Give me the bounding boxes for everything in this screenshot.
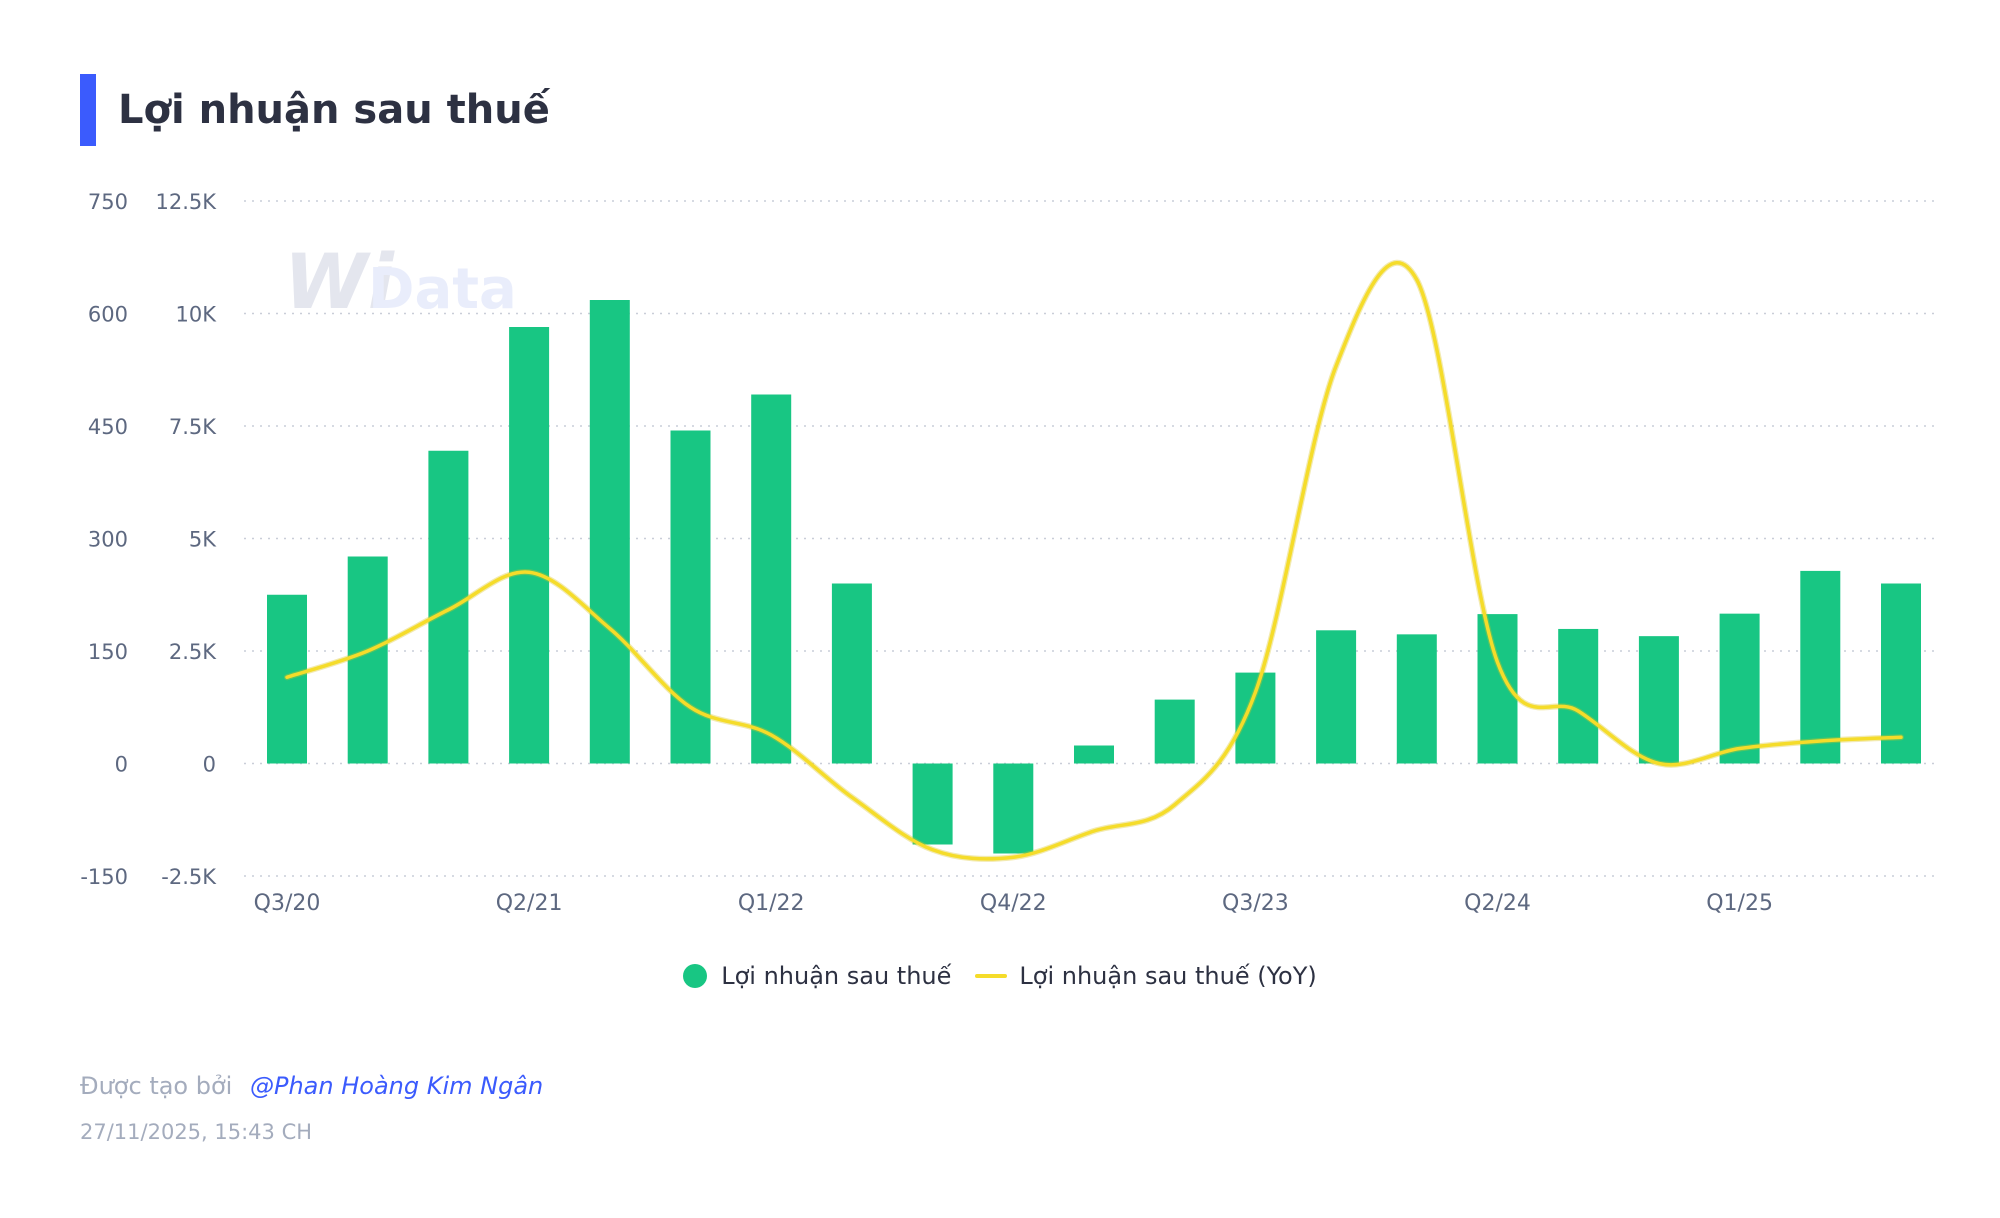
line-series: [284, 259, 1904, 862]
y-right-tick-label: 600: [88, 303, 128, 327]
legend: Lợi nhuận sau thuế Lợi nhuận sau thuế (Y…: [0, 962, 2000, 990]
x-tick-label: Q2/21: [496, 891, 563, 916]
bar: [1396, 634, 1437, 764]
bar: [1638, 636, 1679, 764]
y-left-tick-label: 0: [203, 753, 216, 777]
bar: [912, 763, 953, 845]
y-axis-left: 12.5K 10K 7.5K 5K 2.5K 0 -2.5K: [155, 190, 217, 889]
title-accent-bar: [80, 74, 96, 146]
y-left-tick-label: 7.5K: [169, 415, 217, 439]
bar: [993, 763, 1034, 854]
bar: [1800, 570, 1841, 764]
bar: [751, 394, 792, 764]
legend-line-icon: [975, 974, 1008, 978]
y-right-tick-label: 750: [88, 190, 128, 214]
credit-author-link[interactable]: @Phan Hoàng Kim Ngân: [249, 1072, 544, 1100]
watermark-text: Data: [368, 257, 517, 322]
legend-dot-icon: [683, 964, 708, 988]
y-left-tick-label: 12.5K: [155, 190, 217, 214]
bar: [428, 450, 469, 764]
bar: [267, 594, 307, 764]
bar: [1719, 613, 1760, 764]
chart-title-block: Lợi nhuận sau thuế: [80, 74, 550, 146]
x-tick-label: Q4/22: [980, 891, 1047, 916]
credit-label: Được tạo bởi: [80, 1072, 233, 1100]
bar: [1558, 628, 1599, 764]
legend-label-line: Lợi nhuận sau thuế (YoY): [1019, 962, 1317, 990]
y-left-tick-label: 2.5K: [169, 640, 217, 664]
legend-item-bars[interactable]: Lợi nhuận sau thuế: [683, 962, 951, 990]
x-tick-label: Q1/22: [738, 891, 805, 916]
y-left-tick-label: 5K: [189, 528, 217, 552]
credit: Được tạo bởi @Phan Hoàng Kim Ngân: [80, 1072, 543, 1100]
x-tick-label: Q3/23: [1222, 891, 1289, 916]
bar: [831, 583, 872, 764]
bar: [347, 556, 388, 764]
y-left-tick-label: -2.5K: [161, 865, 217, 889]
page-title: Lợi nhuận sau thuế: [118, 87, 550, 133]
bar: [509, 327, 550, 764]
line-path: [285, 261, 1903, 861]
y-right-tick-label: 0: [115, 753, 128, 777]
x-tick-label: Q2/24: [1464, 891, 1531, 916]
x-axis: Q3/20 Q2/21 Q1/22 Q4/22 Q3/23 Q2/24 Q1/25: [254, 891, 1773, 916]
x-tick-label: Q1/25: [1706, 891, 1773, 916]
y-right-tick-label: -150: [80, 865, 128, 889]
bar-series: [267, 300, 1921, 854]
bar: [1881, 583, 1921, 764]
timestamp: 27/11/2025, 15:43 CH: [80, 1120, 313, 1144]
watermark-logo: Wi: [284, 237, 395, 326]
bar: [589, 300, 630, 764]
bar: [1154, 699, 1195, 764]
bar: [1316, 630, 1357, 764]
legend-label-bars: Lợi nhuận sau thuế: [721, 962, 952, 990]
y-right-tick-label: 150: [88, 640, 128, 664]
y-axis-right: 750 600 450 300 150 0 -150: [80, 190, 128, 889]
bar: [1074, 745, 1114, 764]
y-left-tick-label: 10K: [176, 303, 218, 327]
y-right-tick-label: 450: [88, 415, 128, 439]
y-right-tick-label: 300: [88, 528, 128, 552]
x-tick-label: Q3/20: [254, 891, 321, 916]
legend-item-line[interactable]: Lợi nhuận sau thuế (YoY): [975, 962, 1317, 990]
